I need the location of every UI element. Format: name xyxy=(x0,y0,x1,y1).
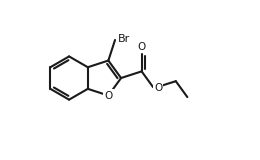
Text: O: O xyxy=(138,42,146,52)
Text: Br: Br xyxy=(118,34,130,44)
Text: O: O xyxy=(104,91,113,100)
Text: O: O xyxy=(154,83,162,93)
